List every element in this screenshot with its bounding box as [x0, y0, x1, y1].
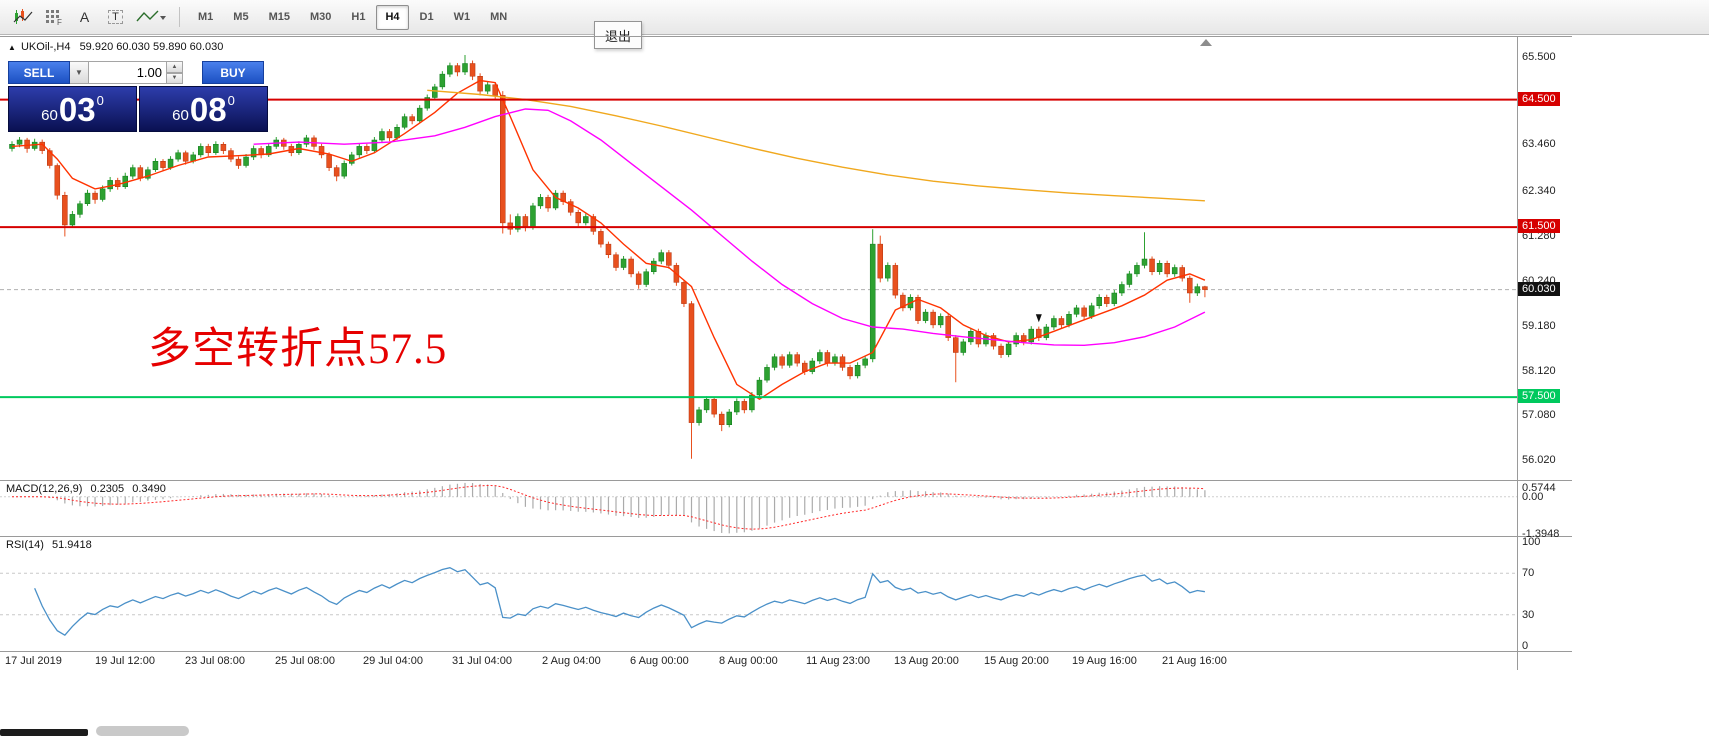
timeframe-button-m5[interactable]: M5: [233, 11, 249, 23]
sell-price-sup: 0: [96, 93, 104, 108]
chart-shift-marker-icon: [1200, 39, 1212, 46]
time-axis-label: 8 Aug 00:00: [719, 655, 778, 667]
time-axis-label: 31 Jul 04:00: [452, 655, 512, 667]
sell-price-big: 03: [58, 90, 96, 128]
macd-separator: [0, 480, 1572, 481]
line-studies-icon[interactable]: [132, 4, 170, 31]
time-axis-label: 13 Aug 20:00: [894, 655, 959, 667]
font-a-icon[interactable]: A: [79, 9, 90, 25]
lot-size-input[interactable]: [89, 61, 167, 84]
price-tick: 63.460: [1522, 137, 1556, 150]
time-axis-label: 19 Aug 16:00: [1072, 655, 1137, 667]
lot-dropdown-icon[interactable]: ▼: [70, 61, 89, 84]
lot-increase-icon[interactable]: ▲: [167, 61, 183, 73]
rsi-label: RSI(14) 51.9418: [6, 539, 92, 551]
chart-text-annotation: 多空转折点57.5: [148, 326, 448, 373]
exit-button[interactable]: 退出: [594, 21, 642, 49]
candlestick-chart[interactable]: [0, 38, 1517, 480]
rsi-panel: [0, 567, 1517, 637]
symbol-ohlc: 59.920 60.030 59.890 60.030: [79, 41, 224, 53]
macd-axis-label: -1.3948: [1522, 527, 1560, 540]
price-tick: 61.280: [1522, 230, 1556, 243]
timeframe-button-mn[interactable]: MN: [490, 11, 508, 23]
rsi-axis-label: 0: [1522, 640, 1529, 652]
time-axis-label: 17 Jul 2019: [5, 655, 62, 667]
macd-label: MACD(12,26,9) 0.2305 0.3490: [6, 483, 166, 495]
price-level-badge: 57.500: [1518, 389, 1560, 404]
symbol-header: ▲ UKOil-,H4 59.920 60.030 59.890 60.030: [8, 41, 223, 53]
macd-axis-label: 0.5744: [1522, 482, 1556, 494]
chart-style-icon[interactable]: [8, 4, 37, 31]
price-level-badge: 61.500: [1518, 219, 1560, 234]
buy-price-display[interactable]: 60 08 0: [139, 86, 268, 132]
timeframe-button-m1[interactable]: M1: [198, 11, 214, 23]
ma-medium: [253, 108, 1206, 347]
time-axis-label: 21 Aug 16:00: [1162, 655, 1227, 667]
timeframe-button-w1[interactable]: W1: [453, 11, 471, 23]
price-tick: 57.080: [1522, 408, 1556, 421]
time-axis-label: 11 Aug 23:00: [806, 655, 871, 667]
time-axis-label: 6 Aug 00:00: [630, 655, 689, 667]
symbol-name: UKOil-,H4: [20, 41, 71, 53]
indicator-grid-icon[interactable]: F: [39, 4, 68, 31]
ma-slow: [427, 89, 1205, 202]
sell-price-prefix: 60: [41, 107, 58, 124]
sell-button[interactable]: SELL: [8, 61, 70, 84]
time-axis-label: 19 Jul 12:00: [95, 655, 155, 667]
symbol-marker-icon: ▲: [8, 43, 16, 52]
timeframe-button-d1[interactable]: D1: [419, 11, 434, 23]
buy-price-big: 08: [189, 90, 227, 128]
one-click-trading-panel: SELL ▼ ▲ ▼ BUY 60 03 0 60 08 0: [8, 61, 268, 132]
timeframe-bar: M1 M5 M15 M30 H1 H4 D1 W1 MN: [189, 4, 516, 30]
time-axis-label: 25 Jul 08:00: [275, 655, 335, 667]
timeframe-button-h4[interactable]: H4: [376, 4, 409, 30]
buy-price-prefix: 60: [172, 107, 189, 124]
rsi-axis-label: 30: [1522, 608, 1535, 621]
trade-arrow-icon: [1035, 314, 1042, 323]
current-price-badge: 60.030: [1518, 281, 1560, 296]
time-axis-label: 2 Aug 04:00: [542, 655, 601, 667]
time-axis-label: 23 Jul 08:00: [185, 655, 245, 667]
price-tick: 58.120: [1522, 364, 1556, 377]
price-tick: 62.340: [1522, 185, 1556, 198]
price-tick: 59.180: [1522, 319, 1556, 332]
svg-text:F: F: [57, 18, 62, 26]
price-tick: 56.020: [1522, 454, 1556, 467]
price-tick: 65.500: [1522, 51, 1556, 64]
buy-price-sup: 0: [227, 93, 235, 108]
lot-decrease-icon[interactable]: ▼: [167, 72, 183, 84]
rsi-axis-label: 100: [1522, 536, 1541, 548]
toolbar-separator: [179, 7, 180, 27]
price-level-badge: 64.500: [1518, 91, 1560, 106]
ma-fast: [11, 79, 1206, 401]
time-axis-label: 15 Aug 20:00: [984, 655, 1049, 667]
timeframe-button-m30[interactable]: M30: [309, 11, 332, 23]
scrollbar-fragment: [96, 726, 189, 736]
text-box-icon[interactable]: T: [101, 4, 130, 31]
mt4-toolbar: F A T M1 M5 M15 M30 H1 H4 D1 W1 MN: [0, 0, 1709, 35]
sell-price-display[interactable]: 60 03 0: [8, 86, 137, 132]
chart-top-border: [0, 36, 1572, 37]
taskbar-fragment: [0, 729, 88, 736]
time-axis-separator: [0, 651, 1572, 652]
rsi-separator: [0, 536, 1572, 537]
timeframe-button-m15[interactable]: M15: [268, 11, 290, 23]
timeframe-button-h1[interactable]: H1: [351, 11, 366, 23]
buy-button[interactable]: BUY: [202, 61, 264, 84]
price-axis-border: [1517, 36, 1518, 670]
lot-stepper: ▲ ▼: [167, 61, 183, 84]
rsi-axis-label: 70: [1522, 567, 1535, 580]
time-axis-label: 29 Jul 04:00: [363, 655, 423, 667]
macd-panel: [0, 482, 1517, 534]
macd-axis-label: 0.00: [1522, 490, 1544, 503]
